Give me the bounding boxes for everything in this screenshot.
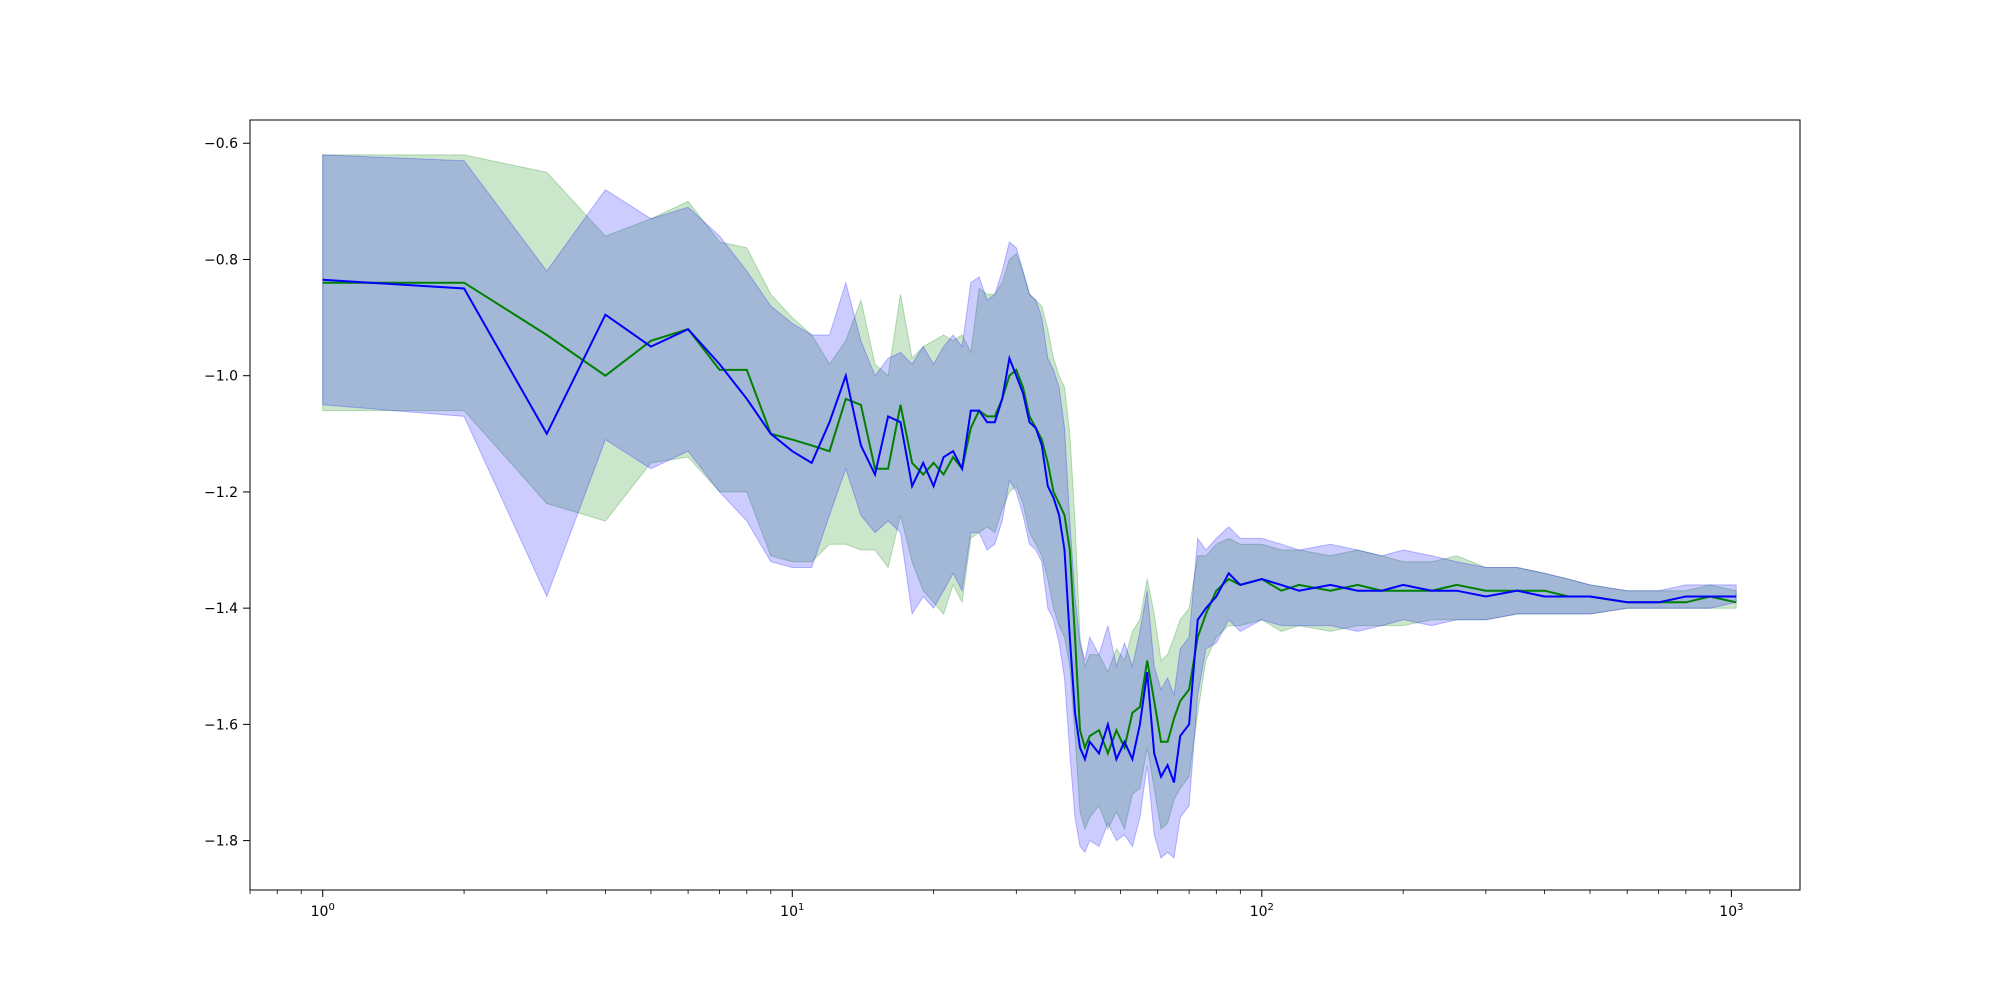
series-lines	[322, 278, 1737, 783]
confidence-band-2	[322, 154, 1737, 859]
y-tick-label-3: −1.2	[204, 485, 238, 501]
x-tick-label-1: 101	[780, 902, 804, 920]
series-line-2	[322, 278, 1737, 783]
x-tick-label-3: 103	[1719, 902, 1743, 920]
y-axis: −0.6 −0.8 −1.0 −1.2 −1.4 −1.6 −1.8	[204, 136, 250, 850]
confidence-band-1	[322, 154, 1737, 831]
confidence-bands	[322, 154, 1737, 859]
x-tick-label-2: 102	[1250, 902, 1274, 920]
y-tick-label-1: −0.8	[204, 252, 238, 268]
y-tick-label-5: −1.6	[204, 717, 238, 733]
x-tick-label-0: 100	[311, 902, 335, 920]
y-tick-label-0: −0.6	[204, 136, 238, 152]
y-tick-label-6: −1.8	[204, 834, 238, 850]
y-tick-label-2: −1.0	[204, 369, 238, 385]
plot-frame	[249, 119, 1801, 891]
x-axis: 100 101 102 103	[249, 890, 1743, 920]
y-tick-label-4: −1.4	[204, 601, 238, 617]
